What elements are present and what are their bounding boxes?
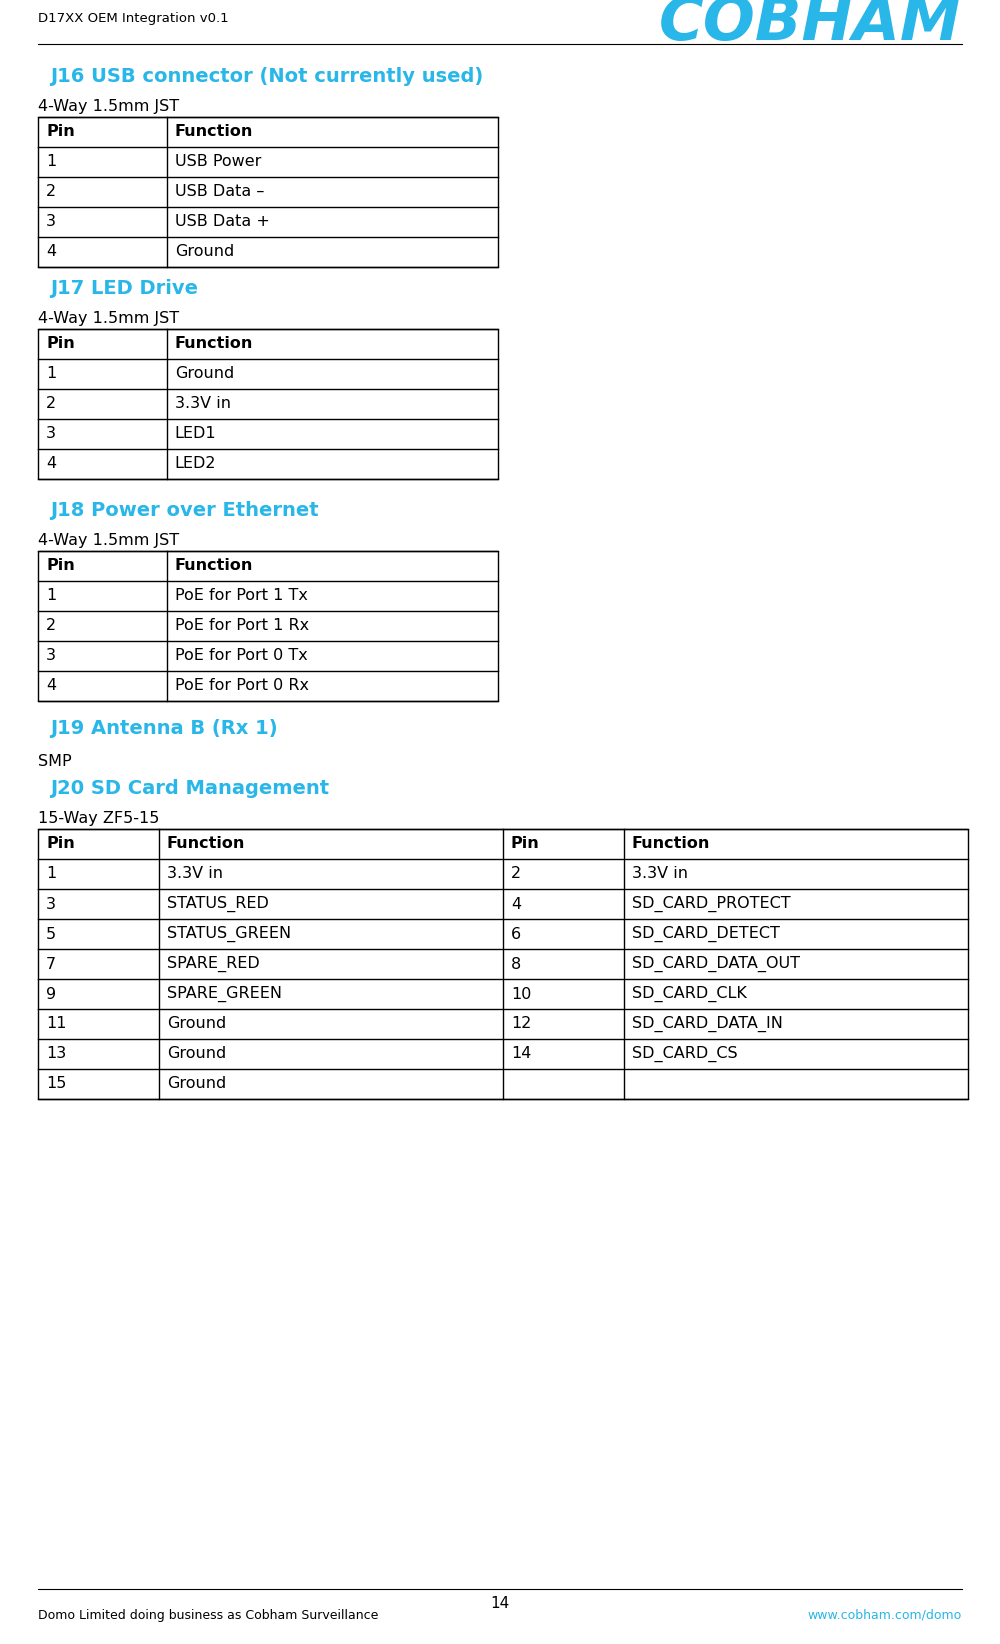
Text: 4: 4	[46, 457, 56, 472]
Text: www.cobham.com/domo: www.cobham.com/domo	[808, 1608, 962, 1621]
Text: 3.3V in: 3.3V in	[167, 866, 223, 881]
Text: J16 USB connector (Not currently used): J16 USB connector (Not currently used)	[50, 67, 483, 87]
Text: 4-Way 1.5mm JST: 4-Way 1.5mm JST	[38, 534, 179, 549]
Text: SD_CARD_DETECT: SD_CARD_DETECT	[632, 926, 780, 942]
Text: 3.3V in: 3.3V in	[175, 396, 231, 411]
Text: 10: 10	[511, 986, 531, 1001]
Text: STATUS_GREEN: STATUS_GREEN	[167, 926, 291, 942]
Text: 3: 3	[46, 214, 56, 230]
Text: SD_CARD_CS: SD_CARD_CS	[632, 1046, 738, 1062]
Text: 3.3V in: 3.3V in	[632, 866, 688, 881]
Text: 3: 3	[46, 648, 56, 664]
Text: LED1: LED1	[175, 426, 216, 442]
Text: 9: 9	[46, 986, 56, 1001]
Text: Ground: Ground	[175, 367, 234, 381]
Text: 1: 1	[46, 367, 56, 381]
Text: SPARE_RED: SPARE_RED	[167, 955, 260, 972]
Text: SD_CARD_PROTECT: SD_CARD_PROTECT	[632, 896, 791, 912]
Text: COBHAM: COBHAM	[659, 0, 962, 54]
Text: PoE for Port 0 Rx: PoE for Port 0 Rx	[175, 679, 309, 694]
Bar	[38, 329, 498, 478]
Text: 14: 14	[490, 1595, 510, 1611]
Text: 7: 7	[46, 957, 56, 972]
Text: SD_CARD_CLK: SD_CARD_CLK	[632, 986, 747, 1003]
Text: SMP: SMP	[38, 753, 72, 768]
Text: Function: Function	[175, 337, 253, 352]
Text: D17XX OEM Integration v0.1: D17XX OEM Integration v0.1	[38, 13, 229, 26]
Text: 2: 2	[46, 184, 56, 199]
Text: 3: 3	[46, 426, 56, 442]
Text: 13: 13	[46, 1047, 66, 1062]
Text: 6: 6	[511, 927, 521, 942]
Text: USB Data –: USB Data –	[175, 184, 264, 199]
Text: 3: 3	[46, 896, 56, 911]
Text: Domo Limited doing business as Cobham Surveillance: Domo Limited doing business as Cobham Su…	[38, 1608, 378, 1621]
Text: Function: Function	[175, 559, 253, 574]
Text: STATUS_RED: STATUS_RED	[167, 896, 269, 912]
Text: Pin: Pin	[46, 125, 75, 140]
Text: 2: 2	[46, 396, 56, 411]
Text: 4: 4	[46, 245, 56, 260]
Text: 1: 1	[46, 589, 56, 603]
Bar	[38, 551, 498, 700]
Text: 4-Way 1.5mm JST: 4-Way 1.5mm JST	[38, 311, 179, 327]
Text: 5: 5	[46, 927, 56, 942]
Text: Ground: Ground	[175, 245, 234, 260]
Text: 15: 15	[46, 1077, 66, 1092]
Text: Pin: Pin	[46, 337, 75, 352]
Text: 15-Way ZF5-15: 15-Way ZF5-15	[38, 812, 159, 827]
Text: Ground: Ground	[167, 1077, 226, 1092]
Text: 8: 8	[511, 957, 521, 972]
Text: SPARE_GREEN: SPARE_GREEN	[167, 986, 282, 1003]
Text: 1: 1	[46, 866, 56, 881]
Text: Function: Function	[175, 125, 253, 140]
Text: Pin: Pin	[46, 559, 75, 574]
Text: 4-Way 1.5mm JST: 4-Way 1.5mm JST	[38, 100, 179, 115]
Text: 4: 4	[511, 896, 521, 911]
Text: 11: 11	[46, 1016, 66, 1031]
Text: J17 LED Drive: J17 LED Drive	[50, 279, 198, 299]
Text: 1: 1	[46, 155, 56, 169]
Text: J19 Antenna B (Rx 1): J19 Antenna B (Rx 1)	[50, 720, 278, 738]
Text: SD_CARD_DATA_IN: SD_CARD_DATA_IN	[632, 1016, 783, 1032]
Text: Ground: Ground	[167, 1016, 226, 1031]
Text: Pin: Pin	[46, 837, 75, 852]
Text: 4: 4	[46, 679, 56, 694]
Bar	[38, 829, 968, 1098]
Text: USB Data +: USB Data +	[175, 214, 270, 230]
Text: J18 Power over Ethernet: J18 Power over Ethernet	[50, 501, 319, 521]
Text: 14: 14	[511, 1047, 531, 1062]
Text: 2: 2	[46, 618, 56, 633]
Text: Ground: Ground	[167, 1047, 226, 1062]
Bar	[38, 117, 498, 266]
Text: Function: Function	[632, 837, 710, 852]
Text: J20 SD Card Management: J20 SD Card Management	[50, 779, 329, 799]
Text: SD_CARD_DATA_OUT: SD_CARD_DATA_OUT	[632, 955, 800, 972]
Text: Function: Function	[167, 837, 245, 852]
Text: 2: 2	[511, 866, 521, 881]
Text: PoE for Port 1 Tx: PoE for Port 1 Tx	[175, 589, 308, 603]
Text: LED2: LED2	[175, 457, 216, 472]
Text: PoE for Port 1 Rx: PoE for Port 1 Rx	[175, 618, 309, 633]
Text: USB Power: USB Power	[175, 155, 261, 169]
Text: Pin: Pin	[511, 837, 540, 852]
Text: 12: 12	[511, 1016, 531, 1031]
Text: PoE for Port 0 Tx: PoE for Port 0 Tx	[175, 648, 308, 664]
